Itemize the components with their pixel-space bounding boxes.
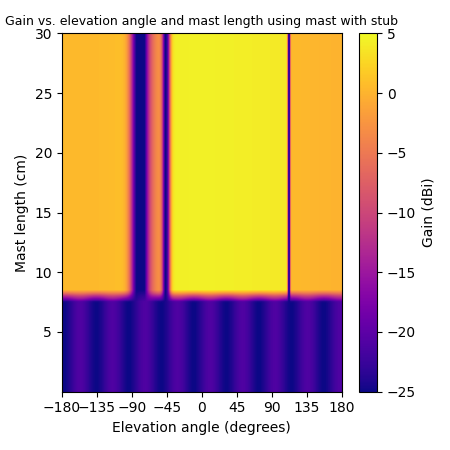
- X-axis label: Elevation angle (degrees): Elevation angle (degrees): [112, 421, 291, 435]
- Y-axis label: Gain (dBi): Gain (dBi): [422, 178, 436, 248]
- Y-axis label: Mast length (cm): Mast length (cm): [15, 153, 29, 272]
- Title: Gain vs. elevation angle and mast length using mast with stub: Gain vs. elevation angle and mast length…: [5, 15, 398, 28]
